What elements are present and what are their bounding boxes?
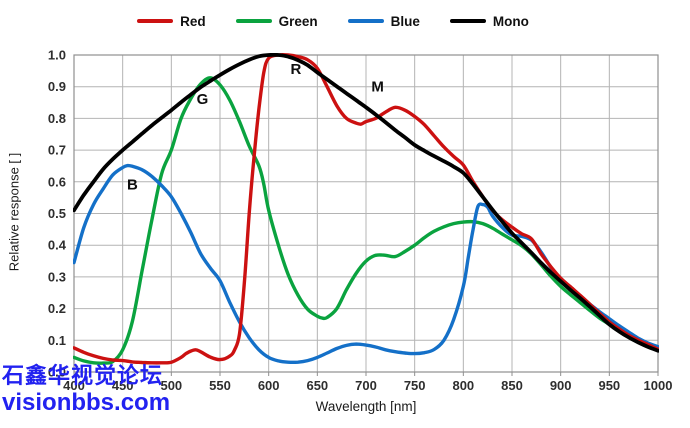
x-tick-label: 550 [209,378,231,393]
x-tick-label: 700 [355,378,377,393]
legend-swatch-mono-line [449,18,486,24]
plot-border [73,54,659,373]
x-tick-label: 1000 [644,378,673,393]
legend-item-red: Red [137,14,206,29]
curve-label-green: G [197,91,209,108]
legend-item-green: Green [235,13,318,29]
legend-swatch-green-line [235,18,272,24]
x-tick-label: 500 [160,378,182,393]
watermark: 石鑫华视觉论坛 visionbbs.com [2,363,170,417]
legend-swatch-blue-line [347,18,384,24]
legend-label-blue: Blue [390,13,420,29]
legend-item-blue: Blue [347,13,420,29]
x-tick-label: 450 [112,378,134,393]
x-tick-label: 750 [404,378,426,393]
y-axis-title: Relative response [ ] [6,152,22,272]
x-tick-label: 650 [306,378,328,393]
y-tick-label: 0.5 [48,206,66,221]
x-tick-label: 850 [501,378,523,393]
y-tick-label: 0.0 [48,365,66,380]
curve-label-red: R [290,61,301,78]
y-tick-label: 0.9 [48,79,66,94]
y-tick-label: 0.3 [48,269,66,284]
legend: Red Green Blue Mono [0,9,666,33]
watermark-line2: visionbbs.com [2,388,171,416]
curve-red [73,53,659,365]
x-tick-label: 400 [63,378,85,393]
y-tick-label: 1.0 [48,48,66,63]
curve-label-mono: M [371,78,384,95]
legend-label-mono: Mono [492,13,529,29]
curve-mono [73,53,659,353]
watermark-line1: 石鑫华视觉论坛 [2,363,164,388]
y-tick-label: 0.4 [48,238,67,253]
legend-item-mono: Mono [449,13,529,29]
legend-label-green: Green [278,13,318,29]
x-tick-label: 900 [550,378,572,393]
x-tick-label: 950 [598,378,620,393]
y-tick-label: 0.8 [48,111,66,126]
y-tick-label: 0.7 [48,143,66,158]
curve-green [73,76,659,365]
x-tick-label: 600 [258,378,280,393]
x-axis-title: Wavelength [nm] [315,399,417,414]
y-tick-label: 0.6 [48,174,66,189]
x-tick-label: 800 [452,378,474,393]
legend-label-red: Red [180,13,206,29]
y-tick-label: 0.1 [48,333,66,348]
curve-label-blue: B [127,177,138,194]
y-tick-label: 0.2 [48,301,66,316]
legend-swatch-red-line [137,18,174,24]
